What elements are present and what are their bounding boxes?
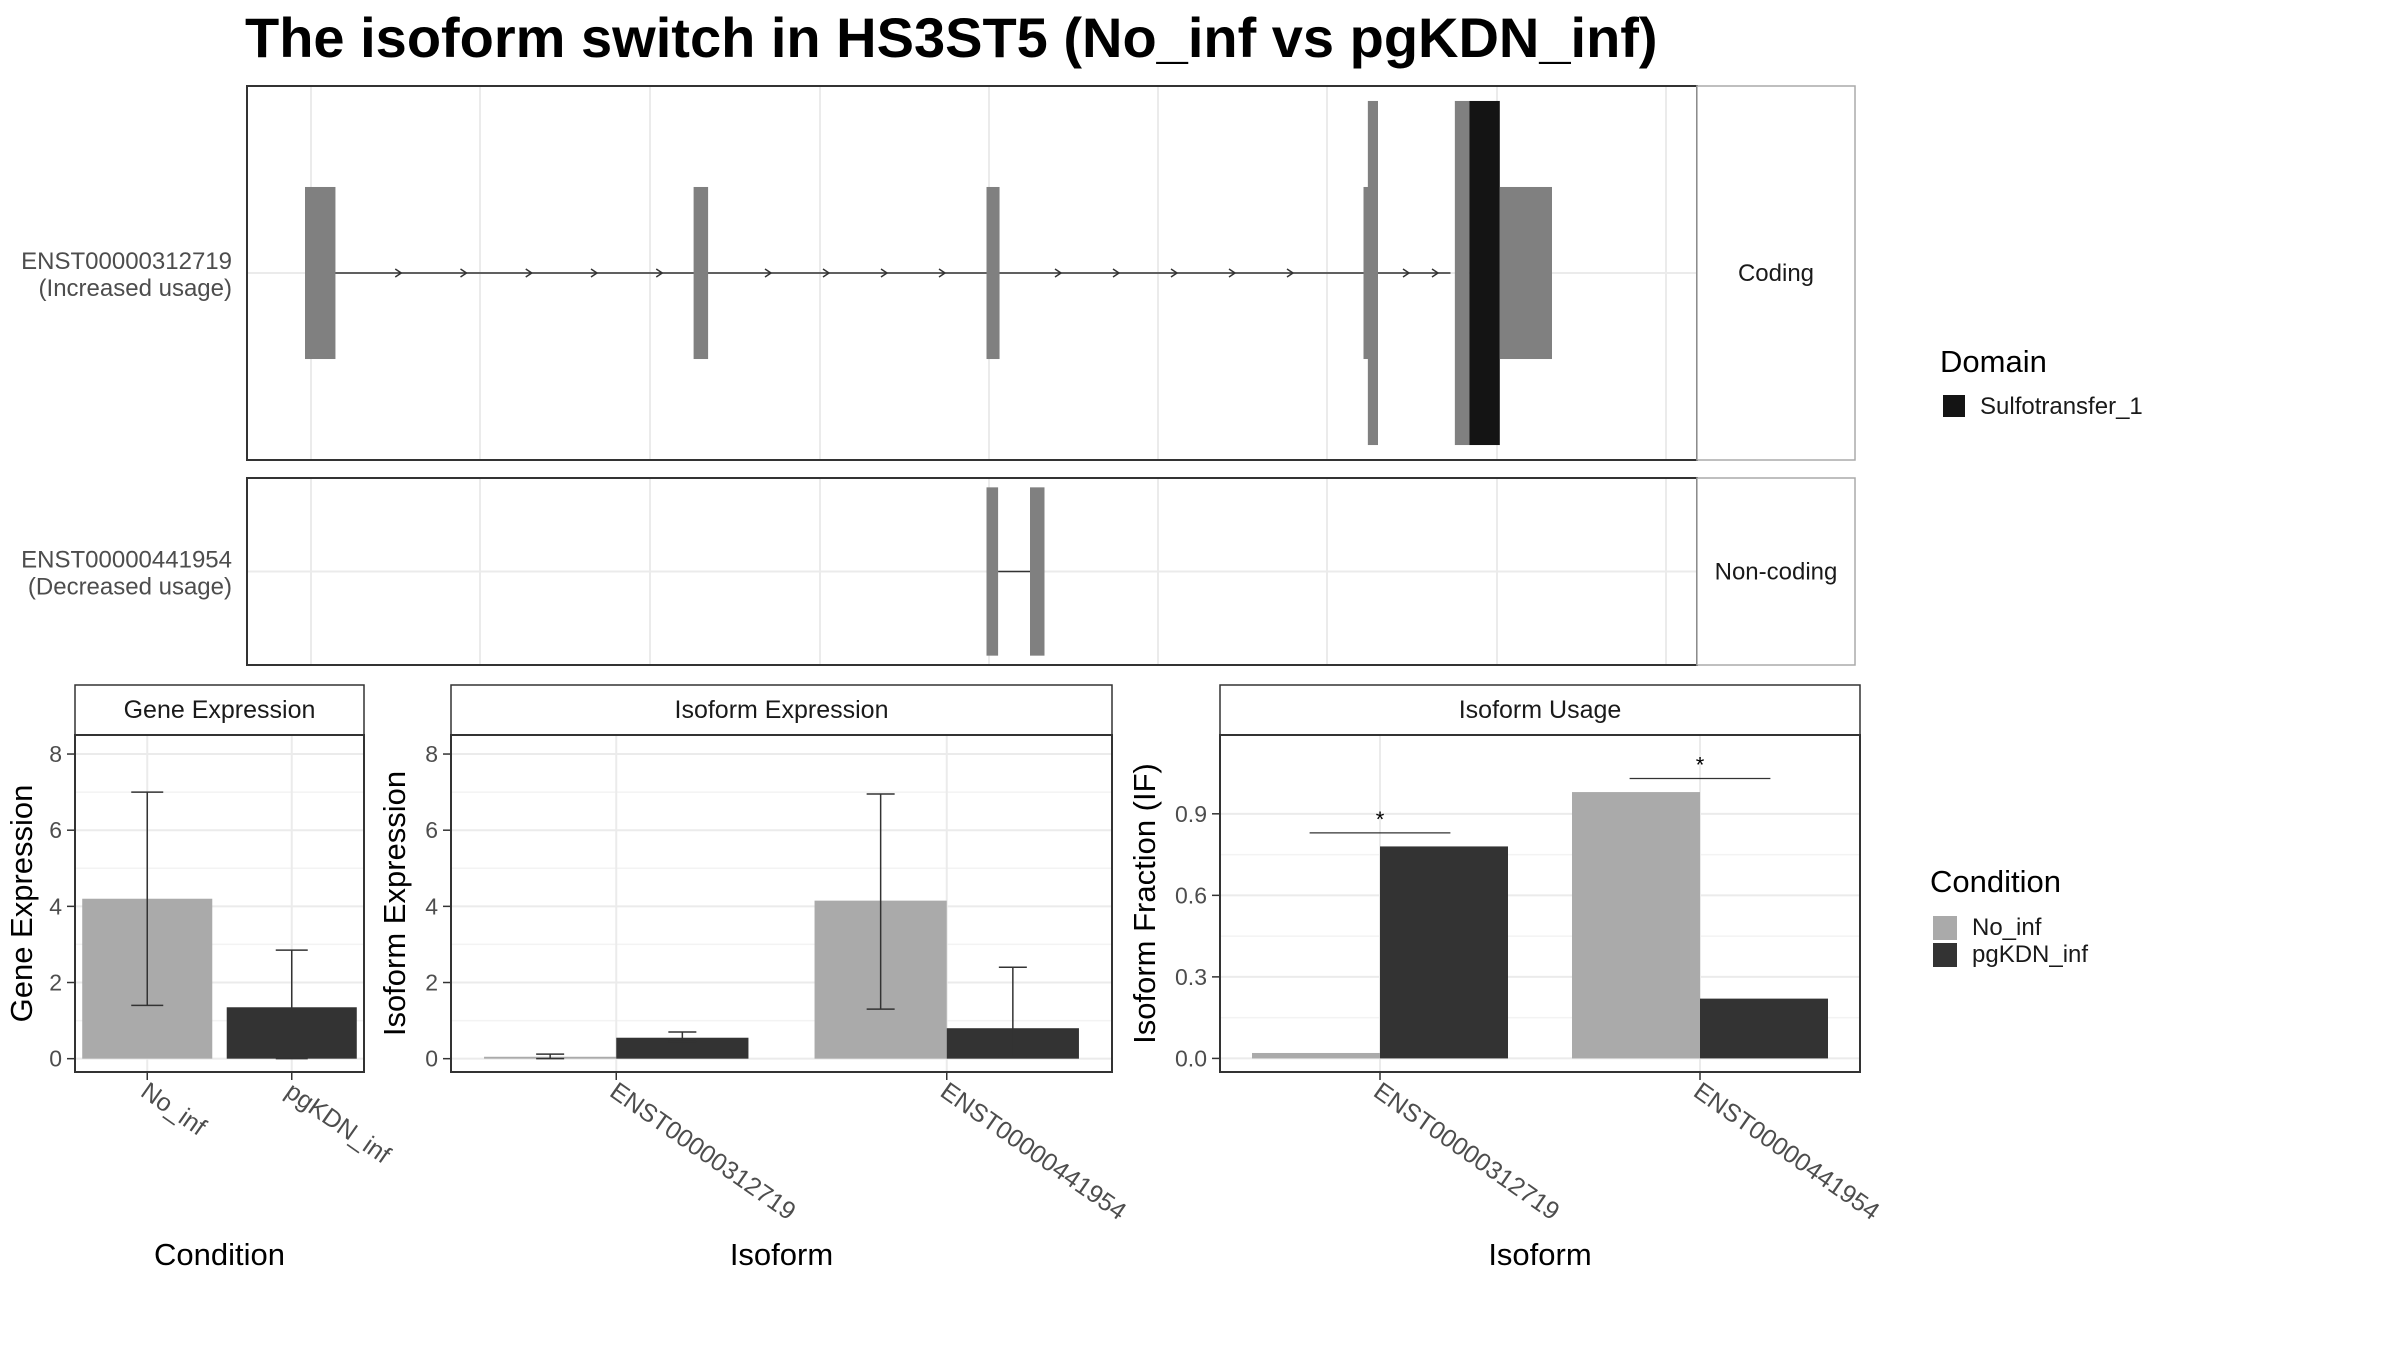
y-tick-label: 0.6	[1175, 882, 1207, 908]
transcript-id-label: ENST00000312719	[21, 248, 232, 275]
exon-noncoding	[986, 487, 999, 656]
chart-panel-background	[451, 735, 1112, 1072]
intron-direction-arrow	[880, 268, 889, 278]
domain-legend-key	[1943, 395, 1965, 417]
intron-direction-arrow	[822, 268, 831, 278]
y-tick-label: 0.0	[1175, 1045, 1207, 1071]
intron-direction-arrow	[764, 268, 773, 278]
bar-pgkdn-inf	[1700, 998, 1828, 1059]
transcript-id-label: ENST00000441954	[21, 547, 232, 574]
y-tick-label: 0.9	[1175, 801, 1207, 827]
y-tick-label: 6	[49, 817, 62, 843]
intron-direction-arrow	[460, 268, 468, 278]
exon-domain	[1469, 100, 1500, 446]
x-axis-title: Isoform	[730, 1237, 833, 1272]
bar-pgkdn-inf	[1380, 846, 1508, 1059]
y-tick-label: 6	[425, 817, 438, 843]
figure-title: The isoform switch in HS3ST5 (No_inf vs …	[245, 6, 1658, 69]
structure-strip-label: Non-coding	[1715, 559, 1838, 586]
significance-star: *	[1696, 752, 1705, 777]
y-axis-title: Isoform Fraction (IF)	[1127, 763, 1162, 1044]
chart-strip-label: Gene Expression	[124, 696, 316, 724]
chart-strip-label: Isoform Expression	[675, 696, 889, 724]
domain-legend-label: Sulfotransfer_1	[1980, 393, 2143, 420]
domain-legend: Domain Sulfotransfer_1	[1940, 344, 2143, 420]
intron-direction-arrow	[1286, 268, 1295, 278]
intron-direction-arrow	[1054, 268, 1063, 278]
x-axis-title: Isoform	[1488, 1237, 1591, 1272]
transcript-usage-label: (Increased usage)	[39, 275, 232, 302]
y-tick-label: 4	[425, 893, 438, 919]
condition-legend-label: No_inf	[1972, 914, 2042, 941]
exon-utr	[693, 186, 709, 360]
exon-utr	[305, 186, 336, 360]
y-tick-label: 0.3	[1175, 964, 1207, 990]
condition-legend-key	[1933, 943, 1957, 967]
bar-pgkdn-inf	[616, 1037, 749, 1059]
chart-strip-label: Isoform Usage	[1459, 696, 1622, 724]
y-tick-label: 8	[49, 741, 62, 767]
condition-legend-label: pgKDN_inf	[1972, 941, 2088, 968]
chart-panel-border	[1219, 734, 1861, 1073]
exon-utr	[986, 186, 1000, 360]
domain-legend-title: Domain	[1940, 344, 2047, 379]
intron-direction-arrow	[655, 268, 664, 278]
exon-utr	[1499, 186, 1552, 360]
y-tick-label: 2	[425, 970, 438, 996]
intron-direction-arrow	[590, 268, 599, 278]
condition-legend-key	[1933, 916, 1957, 940]
exon-noncoding	[1030, 487, 1045, 656]
y-axis-title: Gene Expression	[4, 785, 39, 1023]
transcript-usage-label: (Decreased usage)	[28, 574, 232, 601]
y-tick-label: 2	[49, 970, 62, 996]
exon-cds	[1367, 100, 1378, 446]
structure-strip	[1696, 85, 1856, 461]
y-axis-title: Isoform Expression	[377, 771, 412, 1036]
structure-strip-label: Coding	[1738, 260, 1814, 287]
y-tick-label: 8	[425, 741, 438, 767]
y-tick-label: 4	[49, 893, 62, 919]
intron-direction-arrow	[1112, 268, 1121, 278]
intron-direction-arrow	[394, 268, 403, 278]
intron-direction-arrow	[1228, 268, 1237, 278]
intron-direction-arrow	[938, 268, 947, 278]
bar-no-inf	[1572, 792, 1700, 1059]
intron-direction-arrow	[1170, 268, 1179, 278]
y-tick-label: 0	[49, 1046, 62, 1072]
structure-strip	[1696, 477, 1856, 666]
bar-no-inf	[1252, 1052, 1380, 1059]
transcript-structure-plot: Coding ENST00000312719(Increased usage) No…	[21, 85, 1856, 666]
exon-cds	[1454, 100, 1470, 446]
intron-direction-arrow	[1431, 268, 1440, 278]
condition-legend-title: Condition	[1930, 864, 2061, 899]
chart-panel-border	[450, 734, 1113, 1073]
chart-panel-border	[74, 734, 365, 1073]
chart-strip	[74, 684, 365, 736]
intron-direction-arrow	[525, 268, 534, 278]
y-tick-label: 0	[425, 1046, 438, 1072]
intron-direction-arrow	[1402, 268, 1411, 278]
x-axis-title: Condition	[154, 1237, 285, 1272]
significance-star: *	[1376, 807, 1385, 832]
